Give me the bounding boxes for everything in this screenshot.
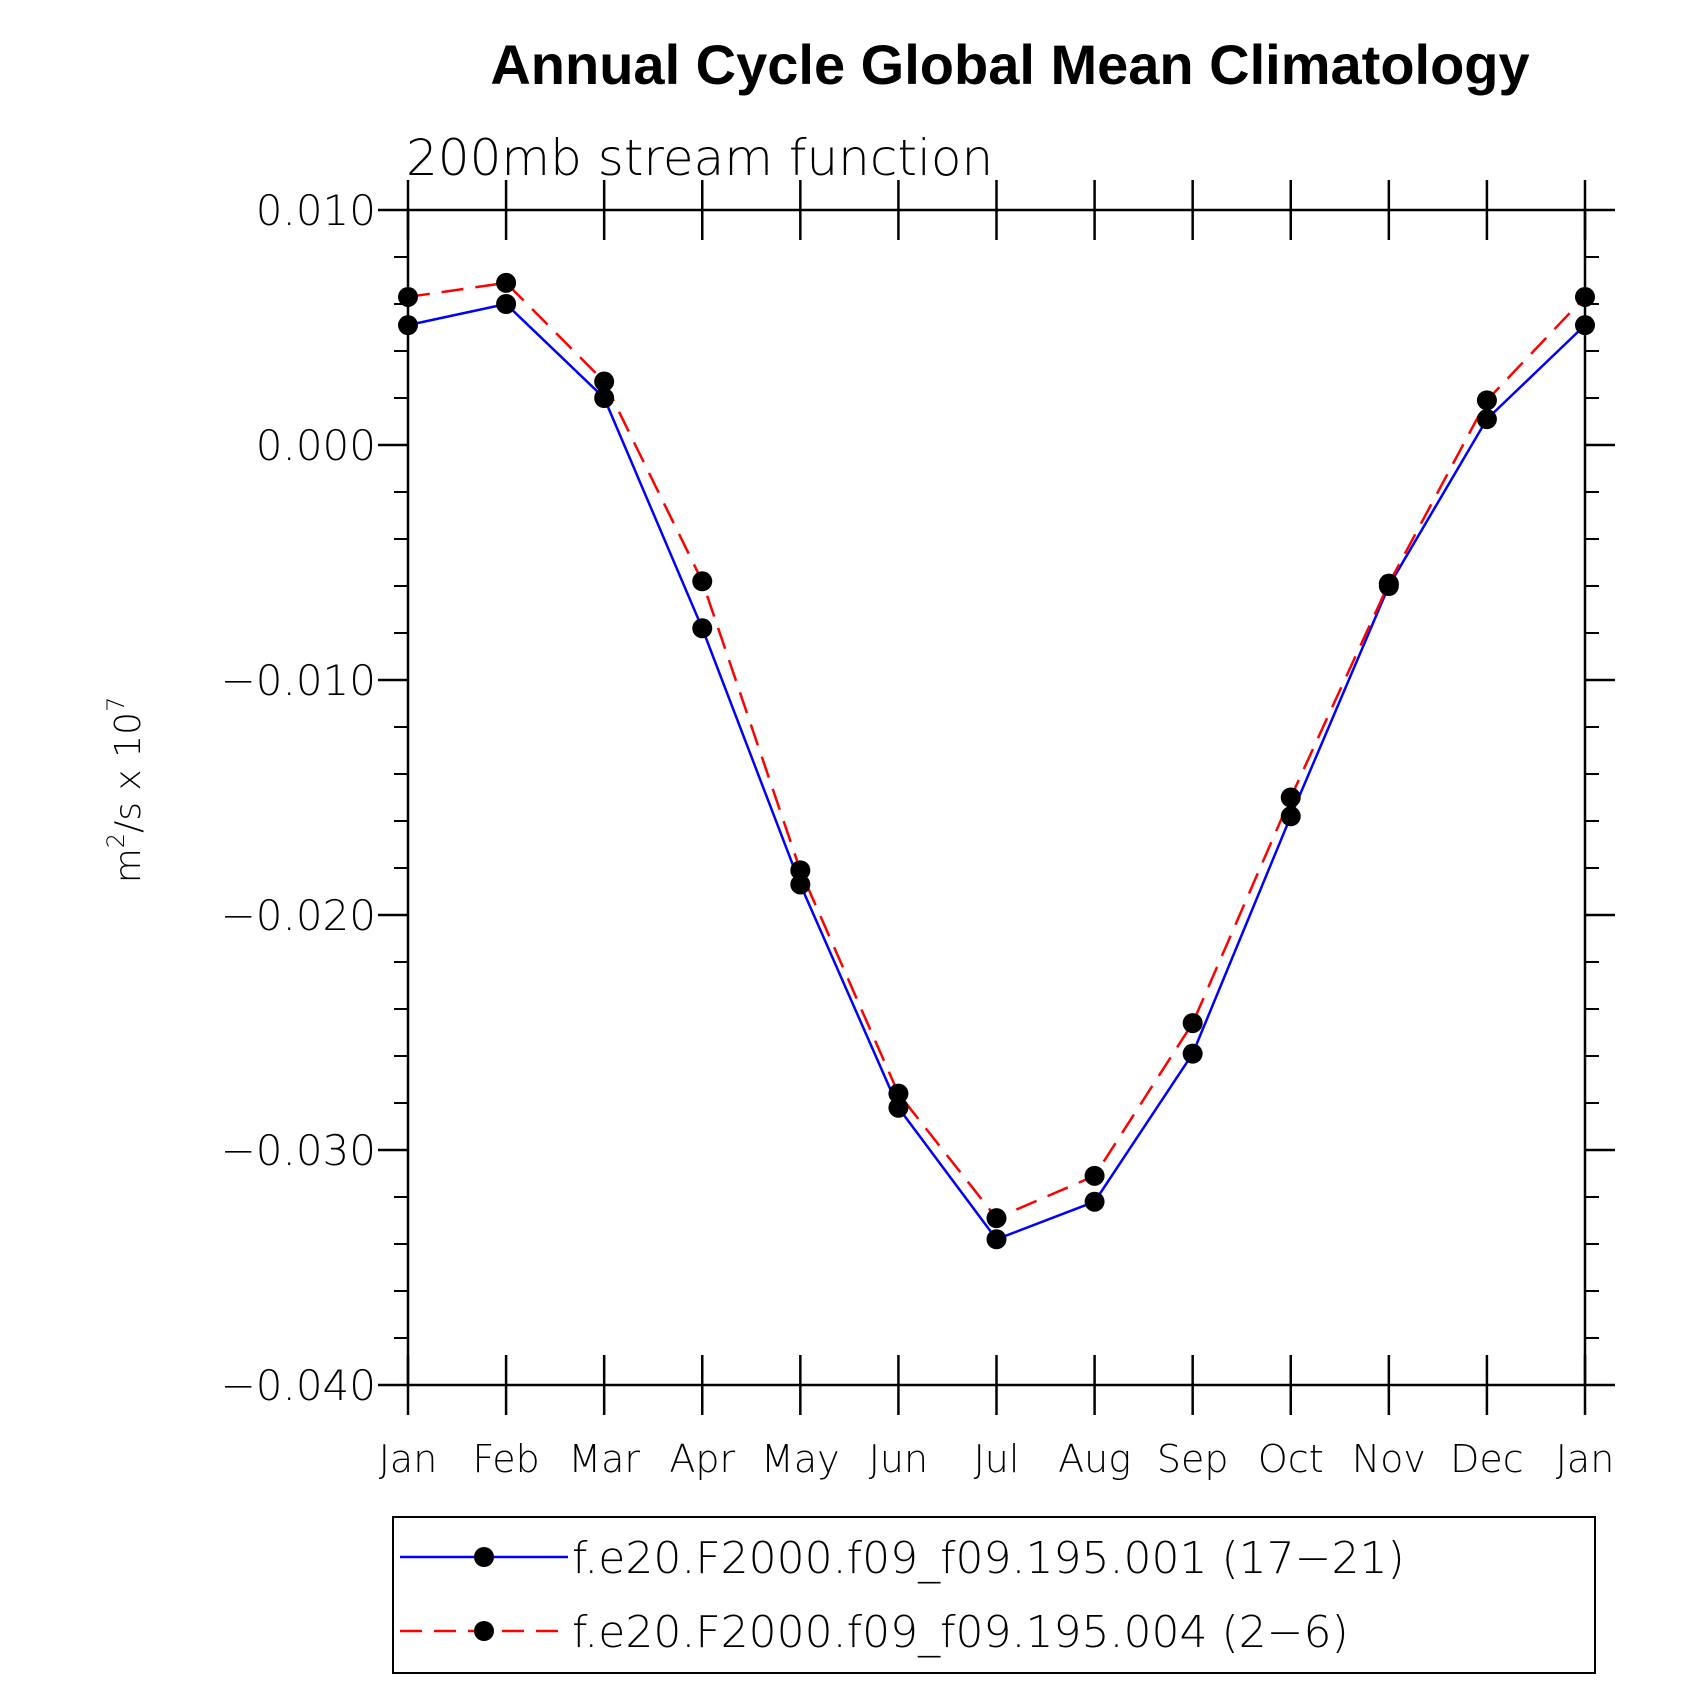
x-tick-label: Feb (472, 1437, 539, 1481)
series-2-point (692, 571, 713, 592)
series-2-point (496, 272, 517, 293)
legend-marker-1 (474, 1547, 494, 1567)
legend-label-2: f.e20.F2000.f09_f09.195.004 (2−6) (572, 1607, 1349, 1658)
series-2-point (1084, 1165, 1105, 1186)
y-label-mid: /s x 10 (108, 712, 149, 833)
legend-label-1: f.e20.F2000.f09_f09.195.001 (17−21) (572, 1533, 1405, 1584)
series-2-point (986, 1208, 1007, 1229)
x-tick-label: Nov (1352, 1437, 1426, 1481)
x-tick-label: Sep (1157, 1437, 1229, 1481)
chart-title: Annual Cycle Global Mean Climatology (490, 33, 1529, 96)
series-line-1 (407, 302, 1586, 1241)
legend-marker-2 (474, 1621, 494, 1641)
series-1-point (986, 1229, 1007, 1250)
series-2-point (594, 371, 615, 392)
series-1-point (1280, 806, 1301, 827)
legend: f.e20.F2000.f09_f09.195.001 (17−21) f.e20… (392, 1516, 1596, 1674)
y-tick-label: −0.030 (221, 1126, 376, 1175)
y-tick-label: −0.040 (221, 1361, 376, 1410)
x-tick-label: Jan (379, 1437, 438, 1481)
series-line-2 (407, 281, 1586, 1220)
y-label-sup1: 2 (102, 833, 130, 848)
series-2-point (1280, 787, 1301, 808)
series-2-point (1575, 286, 1595, 307)
series-1-point (888, 1097, 909, 1118)
y-tick-label: −0.020 (221, 891, 376, 940)
series-2-point (888, 1083, 909, 1104)
series-1-point (594, 388, 615, 408)
series-1-point (1182, 1043, 1203, 1064)
chart-subtitle: 200mb stream function (406, 129, 993, 187)
series-2-point (790, 860, 811, 881)
legend-box (392, 1516, 1596, 1674)
y-axis-label: m2/s x 107 (102, 697, 149, 884)
y-label-sup2: 7 (102, 697, 130, 712)
x-tick-label: Dec (1450, 1437, 1524, 1481)
x-tick-label: Apr (669, 1437, 735, 1481)
series-2-point (1476, 390, 1497, 411)
series-1-point (1084, 1191, 1105, 1212)
x-tick-label: Oct (1258, 1437, 1324, 1481)
y-tick-label: 0.010 (256, 186, 376, 235)
series-2-point (398, 286, 418, 307)
x-tick-label: May (761, 1437, 840, 1481)
series-1-point (496, 294, 517, 314)
series-1-point (692, 618, 713, 639)
series-1-point (398, 315, 418, 336)
series-2-point (1182, 1013, 1203, 1034)
x-tick-label: Aug (1058, 1437, 1131, 1481)
x-tick-label: Jul (974, 1437, 1020, 1481)
x-tick-label: Mar (568, 1437, 640, 1481)
y-tick-label: −0.010 (221, 656, 376, 705)
x-tick-label: Jan (1556, 1437, 1615, 1481)
y-label-base: m (108, 848, 149, 883)
series-2-point (1378, 573, 1399, 594)
series-1-point (1575, 315, 1595, 336)
y-tick-label: 0.000 (256, 421, 376, 470)
x-tick-label: Jun (869, 1437, 928, 1481)
series-1-point (790, 874, 811, 895)
series-1-point (1476, 409, 1497, 430)
